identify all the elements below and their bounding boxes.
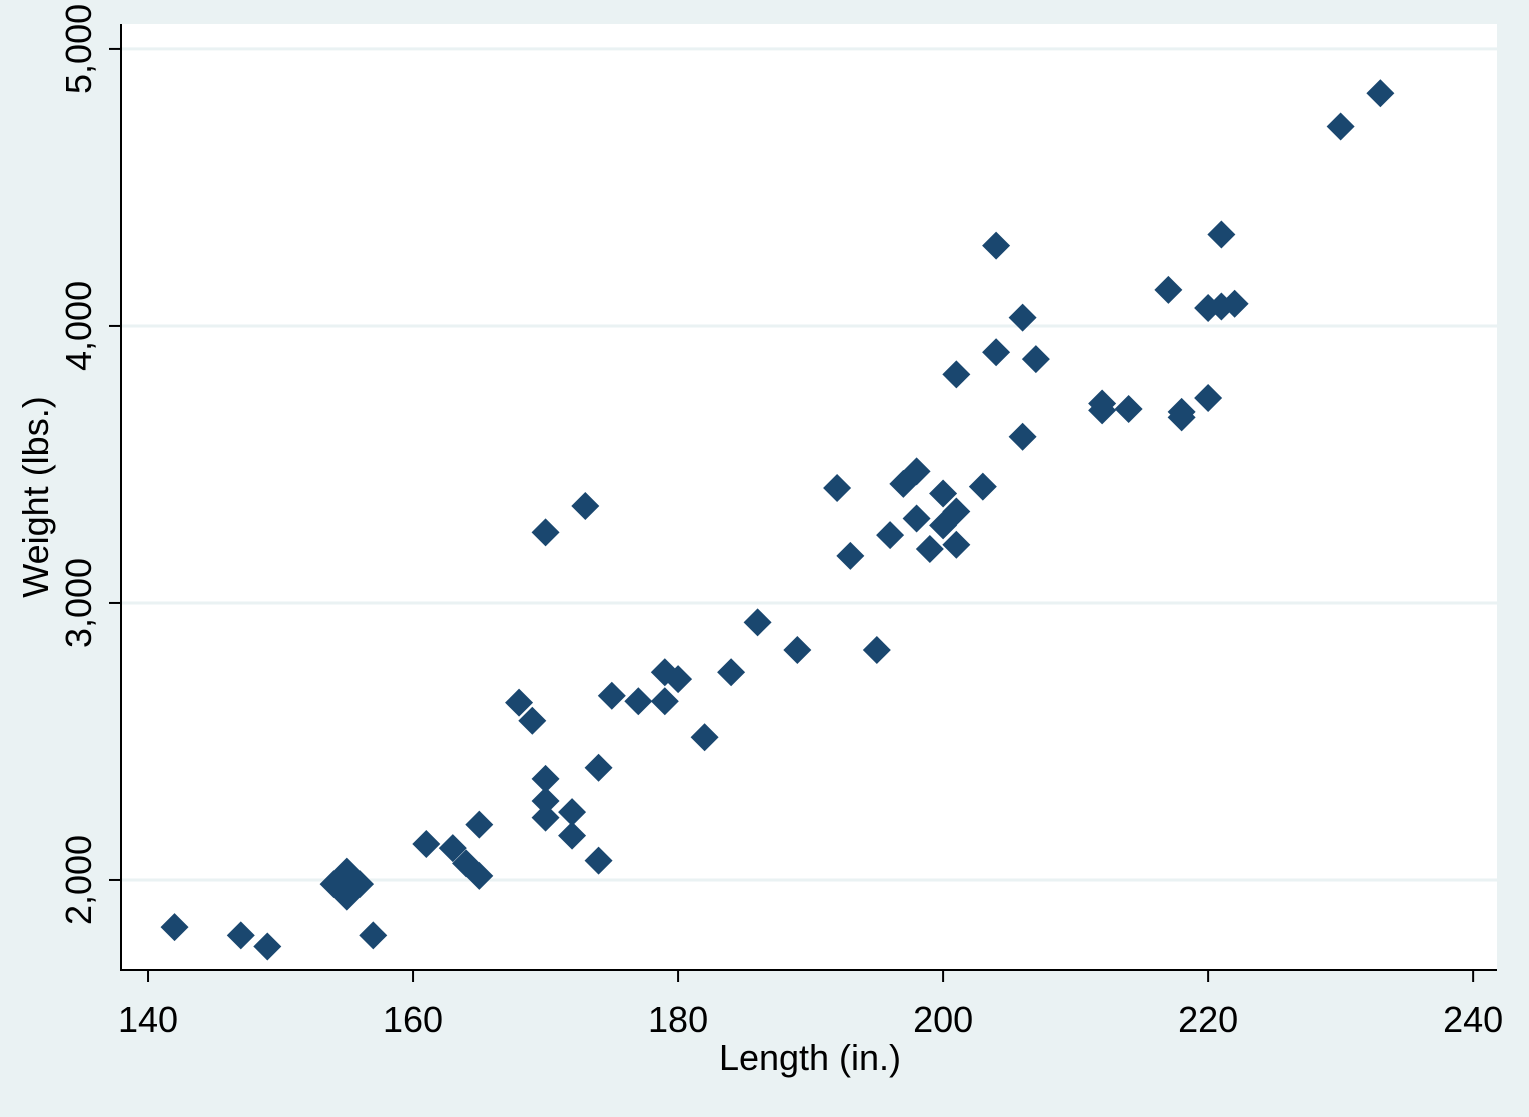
- point: [1008, 303, 1037, 332]
- y-tick-label: 2,000: [58, 835, 99, 925]
- point: [915, 534, 944, 563]
- point: [531, 803, 560, 832]
- point: [465, 810, 494, 839]
- point: [690, 723, 719, 752]
- point: [584, 753, 613, 782]
- point: [597, 681, 626, 710]
- point: [902, 504, 931, 533]
- point: [783, 636, 812, 665]
- point: [412, 829, 441, 858]
- point: [624, 687, 653, 716]
- point: [346, 870, 375, 899]
- point: [1366, 79, 1395, 108]
- point: [1021, 345, 1050, 374]
- point: [359, 921, 388, 950]
- y-axis-label: Weight (lbs.): [15, 396, 56, 597]
- point: [505, 688, 534, 717]
- point: [968, 472, 997, 501]
- point: [531, 764, 560, 793]
- point: [1194, 383, 1223, 412]
- x-tick-label: 180: [648, 999, 708, 1040]
- point: [1154, 275, 1183, 304]
- y-tick-label: 4,000: [58, 281, 99, 371]
- point: [531, 787, 560, 816]
- x-tick-label: 200: [913, 999, 973, 1040]
- point: [531, 518, 560, 547]
- point: [942, 497, 971, 526]
- x-tick-label: 220: [1178, 999, 1238, 1040]
- point: [902, 457, 931, 486]
- y-tick-label: 5,000: [58, 4, 99, 94]
- x-tick-label: 240: [1443, 999, 1503, 1040]
- point: [558, 798, 587, 827]
- point: [942, 530, 971, 559]
- point: [929, 479, 958, 508]
- x-tick-label: 160: [383, 999, 443, 1040]
- point: [226, 921, 255, 950]
- plot-area: [121, 24, 1497, 970]
- point: [982, 231, 1011, 260]
- point: [253, 932, 282, 961]
- point: [1220, 289, 1249, 318]
- x-tick-label: 140: [118, 999, 178, 1040]
- point: [982, 338, 1011, 367]
- point: [1114, 395, 1143, 424]
- point: [571, 492, 600, 521]
- point: [1088, 396, 1117, 425]
- point: [1326, 112, 1355, 141]
- x-axis-label: Length (in.): [719, 1037, 901, 1078]
- point: [650, 687, 679, 716]
- point: [717, 658, 746, 687]
- point: [823, 473, 852, 502]
- point: [584, 846, 613, 875]
- point: [1008, 422, 1037, 451]
- y-tick-label: 3,000: [58, 558, 99, 648]
- point: [836, 541, 865, 570]
- point: [438, 834, 467, 863]
- point: [876, 521, 905, 550]
- point: [1207, 220, 1236, 249]
- point: [518, 706, 547, 735]
- point: [664, 665, 693, 694]
- point: [465, 861, 494, 890]
- point: [1167, 403, 1196, 432]
- point: [558, 821, 587, 850]
- point: [743, 608, 772, 637]
- point: [160, 913, 189, 942]
- point: [862, 636, 891, 665]
- point: [942, 360, 971, 389]
